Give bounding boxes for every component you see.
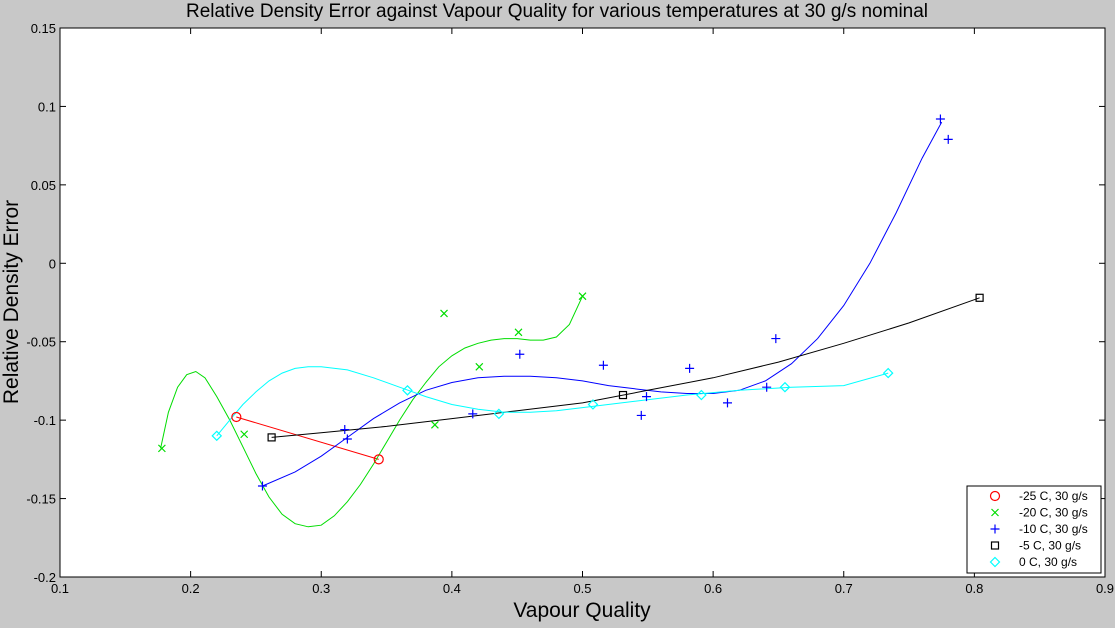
data-point-marker [943, 134, 953, 144]
legend-entry-label: -10 C, 30 g/s [1019, 522, 1088, 536]
y-tick-label: 0.15 [31, 21, 56, 36]
x-axis-label: Vapour Quality [513, 599, 651, 622]
data-point-marker [440, 309, 448, 318]
x-tick-label: 0.3 [312, 581, 330, 596]
data-point-marker [618, 390, 628, 400]
y-axis-label: Relative Density Error [0, 200, 23, 404]
data-point-marker [636, 410, 646, 420]
data-point-marker [685, 363, 695, 373]
y-tick-label: -0.1 [34, 413, 56, 428]
data-point-marker [771, 334, 781, 344]
data-point-marker [696, 389, 707, 401]
fit-curve-line [160, 295, 583, 528]
legend-box [966, 485, 1102, 574]
data-point-marker [267, 433, 276, 442]
x-tick-label: 0.5 [573, 581, 591, 596]
data-point-marker [373, 454, 384, 465]
fit-curve-line [262, 121, 943, 487]
x-tick-label: 0.2 [182, 581, 200, 596]
x-tick-label: 0.9 [1096, 581, 1114, 596]
data-point-marker [257, 481, 267, 491]
data-point-marker [642, 392, 652, 402]
legend-entry-label: -25 C, 30 g/s [1019, 489, 1088, 503]
y-axis-ticks: -0.2 -0.15 -0.1 -0.05 0 0.05 0.1 0.15 [26, 21, 1105, 585]
data-point-marker [762, 382, 772, 392]
y-tick-label: 0 [49, 256, 56, 271]
legend-marker [989, 490, 1001, 502]
data-point-marker [211, 430, 223, 442]
y-tick-label: -0.2 [34, 570, 56, 585]
y-tick-label: 0.05 [31, 178, 56, 193]
data-point-marker [935, 114, 945, 124]
y-tick-label: 0.1 [38, 99, 56, 114]
fit-curves [160, 121, 980, 528]
plot-area [59, 27, 1106, 578]
data-point-marker [882, 367, 894, 379]
legend-entry-label: 0 C, 30 g/s [1019, 555, 1077, 569]
y-tick-label: -0.05 [26, 335, 56, 350]
data-point-marker [475, 362, 484, 371]
legend-marker [991, 508, 999, 517]
data-point-marker [240, 430, 249, 439]
y-tick-label: -0.15 [26, 492, 56, 507]
data-point-marker [598, 360, 608, 370]
x-tick-label: 0.7 [835, 581, 853, 596]
data-point-marker [468, 409, 478, 419]
legend-marker [990, 524, 1000, 534]
data-point-marker [157, 444, 166, 453]
legend-entry-label: -20 C, 30 g/s [1019, 506, 1088, 520]
data-point-marker [722, 398, 732, 408]
data-point-marker [975, 293, 984, 302]
x-tick-label: 0.1 [51, 581, 69, 596]
data-point-marker [430, 420, 439, 429]
fit-curve-line [271, 297, 980, 438]
legend-marker [989, 556, 1001, 568]
data-point-marker [578, 292, 587, 301]
legend: -25 C, 30 g/s -20 C, 30 g/s -10 C, 30 g/s -… [966, 485, 1102, 574]
data-point-marker [779, 381, 791, 393]
data-point-marker [340, 425, 350, 435]
data-point-marker [515, 349, 525, 359]
x-axis-ticks: 0.1 0.2 0.3 0.4 0.5 0.6 0.7 0.8 0.9 [51, 28, 1114, 596]
data-point-marker [342, 434, 352, 444]
x-tick-label: 0.6 [704, 581, 722, 596]
x-tick-label: 0.8 [965, 581, 983, 596]
data-point-marker [493, 408, 505, 420]
x-tick-label: 0.4 [443, 581, 461, 596]
chart-title: Relative Density Error against Vapour Qu… [186, 1, 928, 22]
data-point-marker [402, 384, 413, 396]
data-point-marker [587, 399, 599, 410]
data-point-marker [231, 411, 242, 423]
fit-curve-line [216, 366, 889, 437]
fit-curve-line [236, 416, 379, 460]
data-point-marker [514, 328, 523, 337]
data-markers [157, 114, 984, 491]
legend-entry-label: -5 C, 30 g/s [1019, 539, 1081, 553]
legend-marker [990, 541, 1000, 550]
